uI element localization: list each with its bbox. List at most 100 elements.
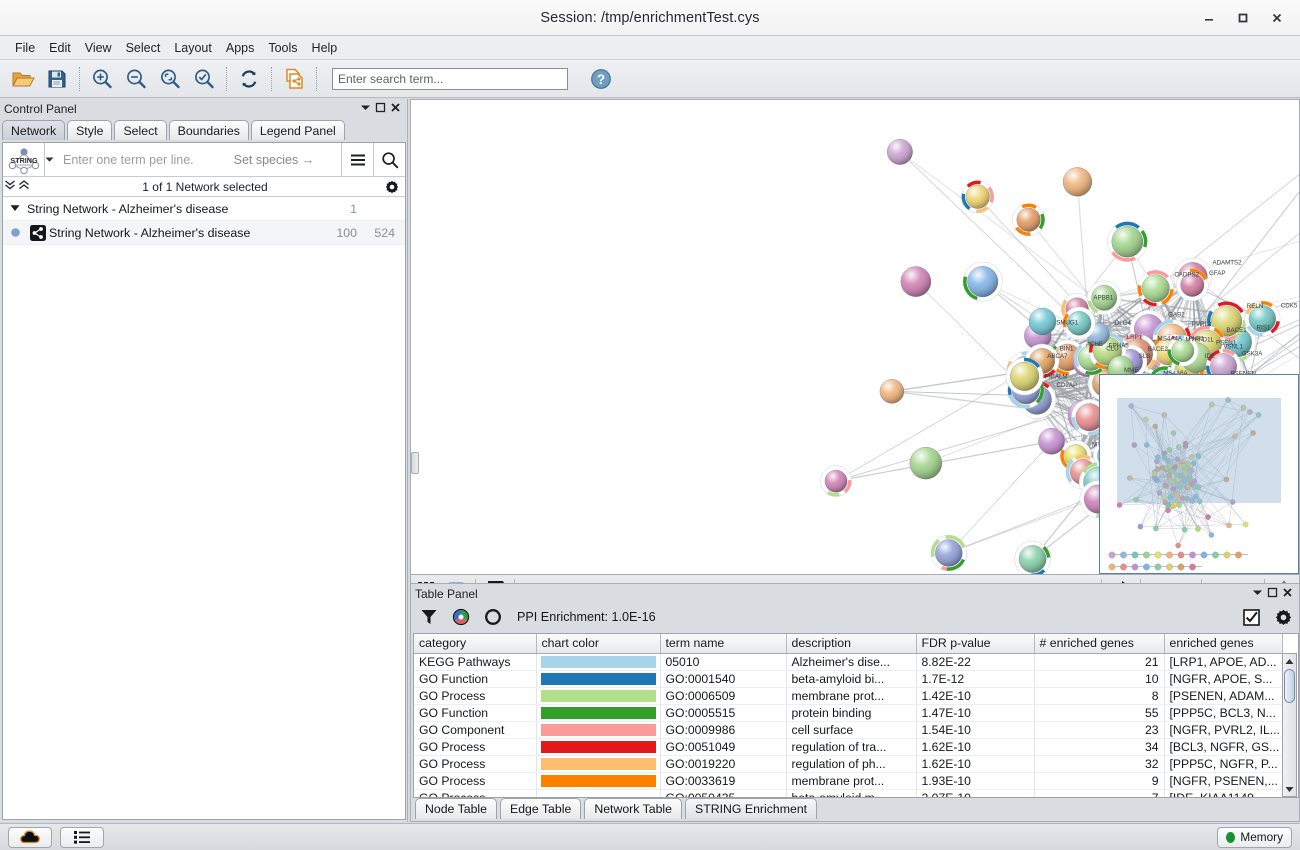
network-overview-panel[interactable] bbox=[1099, 374, 1299, 574]
network-node[interactable] bbox=[1176, 268, 1209, 302]
menu-select[interactable]: Select bbox=[125, 40, 161, 55]
network-node[interactable] bbox=[930, 534, 967, 572]
table-row[interactable]: GO Process GO:0006509 membrane prot... 1.42… bbox=[414, 687, 1283, 705]
table-row[interactable]: GO Process GO:0033619 membrane prot... 1.93… bbox=[414, 772, 1283, 790]
tab-string-enrichment[interactable]: STRING Enrichment bbox=[685, 798, 818, 819]
network-node[interactable] bbox=[900, 266, 932, 297]
string-species-caret-icon[interactable] bbox=[45, 143, 57, 176]
network-view[interactable]: MT-ND2MT-ND1VSNL1GAB2RIS1IL1BADAMTS2SMUG… bbox=[410, 99, 1300, 575]
search-input[interactable]: Enter search term... bbox=[332, 67, 568, 90]
tab-network[interactable]: Network bbox=[2, 120, 66, 140]
scrollbar-thumb[interactable] bbox=[1284, 669, 1295, 703]
network-node[interactable] bbox=[1014, 540, 1051, 575]
table-panel-float-icon[interactable] bbox=[1265, 587, 1280, 601]
scroll-up-arrow-icon[interactable] bbox=[1283, 654, 1296, 668]
checkbox-checked-icon[interactable] bbox=[1239, 605, 1263, 629]
network-node[interactable] bbox=[1062, 306, 1096, 340]
zoom-out-icon[interactable] bbox=[119, 63, 153, 95]
network-node[interactable] bbox=[962, 261, 1003, 302]
table-panel-dropdown-icon[interactable] bbox=[1250, 588, 1265, 600]
menu-view[interactable]: View bbox=[84, 40, 112, 55]
menu-edit[interactable]: Edit bbox=[49, 40, 71, 55]
column-header-enriched-genes[interactable]: enriched genes bbox=[1164, 634, 1283, 654]
network-node[interactable] bbox=[1071, 398, 1108, 436]
network-node[interactable] bbox=[1137, 269, 1175, 307]
menu-apps[interactable]: Apps bbox=[225, 40, 255, 55]
column-header-description[interactable]: description bbox=[786, 634, 917, 654]
menu-layout[interactable]: Layout bbox=[174, 40, 212, 55]
table-row[interactable]: KEGG Pathways 05010 Alzheimer's dise... 8.8… bbox=[414, 653, 1283, 671]
zoom-selected-icon[interactable] bbox=[187, 63, 221, 95]
minimize-button[interactable] bbox=[1192, 3, 1226, 33]
tab-network-table[interactable]: Network Table bbox=[584, 798, 683, 819]
open-session-icon[interactable] bbox=[6, 63, 40, 95]
network-node[interactable] bbox=[1167, 335, 1199, 367]
network-node[interactable] bbox=[1244, 300, 1281, 337]
menu-tools[interactable]: Tools bbox=[268, 40, 298, 55]
save-session-icon[interactable] bbox=[40, 63, 74, 95]
zoom-fit-icon[interactable] bbox=[153, 63, 187, 95]
scroll-down-arrow-icon[interactable] bbox=[1283, 782, 1296, 796]
tree-expand-icon[interactable] bbox=[3, 204, 27, 214]
network-node[interactable] bbox=[886, 138, 913, 165]
overview-viewport-rect[interactable] bbox=[1117, 398, 1281, 503]
column-header-term-name[interactable]: term name bbox=[660, 634, 787, 654]
control-panel-dropdown-icon[interactable] bbox=[358, 103, 373, 115]
column-header-fdr-pvalue[interactable]: FDR p-value bbox=[916, 634, 1035, 654]
gear-icon[interactable] bbox=[1271, 605, 1295, 629]
network-node[interactable] bbox=[909, 446, 943, 480]
network-tree-root[interactable]: String Network - Alzheimer's disease 1 bbox=[3, 197, 405, 221]
column-header-category[interactable]: category bbox=[414, 634, 537, 654]
tab-style[interactable]: Style bbox=[67, 120, 113, 140]
table-row[interactable]: GO Component GO:0009986 cell surface 1.54E-… bbox=[414, 721, 1283, 739]
network-node[interactable] bbox=[1012, 203, 1045, 237]
column-header-enriched-count[interactable]: # enriched genes bbox=[1034, 634, 1165, 654]
maximize-button[interactable] bbox=[1226, 3, 1260, 33]
network-node[interactable] bbox=[1062, 167, 1093, 197]
enrichment-table-container[interactable]: category chart color term name descripti… bbox=[413, 633, 1299, 798]
tab-select[interactable]: Select bbox=[114, 120, 167, 140]
network-tree-item[interactable]: String Network - Alzheimer's disease 100… bbox=[3, 221, 405, 245]
expand-all-icon[interactable] bbox=[17, 180, 31, 193]
pie-chart-icon[interactable] bbox=[449, 605, 473, 629]
hamburger-icon[interactable] bbox=[341, 143, 373, 176]
column-header-chart-color[interactable]: chart color bbox=[536, 634, 661, 654]
donut-chart-icon[interactable] bbox=[481, 605, 505, 629]
network-node[interactable] bbox=[1028, 307, 1057, 336]
network-node[interactable] bbox=[1038, 427, 1065, 455]
network-node[interactable] bbox=[1107, 221, 1148, 262]
tab-legend-panel[interactable]: Legend Panel bbox=[250, 120, 345, 140]
split-pane-divider[interactable] bbox=[411, 452, 419, 474]
help-icon[interactable]: ? bbox=[584, 63, 618, 95]
network-node[interactable] bbox=[820, 465, 852, 497]
menu-help[interactable]: Help bbox=[311, 40, 338, 55]
menu-file[interactable]: File bbox=[15, 40, 36, 55]
tab-edge-table[interactable]: Edge Table bbox=[500, 798, 582, 819]
cloud-icon[interactable] bbox=[8, 826, 52, 848]
filter-funnel-icon[interactable] bbox=[417, 605, 441, 629]
network-node[interactable] bbox=[1087, 280, 1122, 316]
table-row[interactable]: GO Process GO:0019220 regulation of ph... 1… bbox=[414, 755, 1283, 773]
zoom-in-icon[interactable] bbox=[85, 63, 119, 95]
enrichment-table-scrollbar[interactable] bbox=[1282, 653, 1297, 797]
memory-status-button[interactable]: Memory bbox=[1217, 826, 1292, 848]
task-list-icon[interactable] bbox=[60, 826, 104, 848]
network-node[interactable] bbox=[1005, 357, 1044, 396]
gear-icon[interactable] bbox=[379, 180, 405, 194]
control-panel-float-icon[interactable] bbox=[373, 102, 388, 116]
collapse-all-icon[interactable] bbox=[3, 180, 17, 193]
tab-boundaries[interactable]: Boundaries bbox=[168, 120, 249, 140]
string-query-input[interactable]: Enter one term per line. Set species → bbox=[57, 143, 341, 176]
search-icon[interactable] bbox=[373, 143, 405, 176]
network-node[interactable] bbox=[961, 180, 995, 214]
close-button[interactable] bbox=[1260, 3, 1294, 33]
control-panel-close-icon[interactable] bbox=[388, 102, 403, 116]
table-panel-close-icon[interactable] bbox=[1280, 587, 1295, 601]
refresh-icon[interactable] bbox=[232, 63, 266, 95]
tab-node-table[interactable]: Node Table bbox=[415, 798, 497, 819]
network-node[interactable] bbox=[879, 379, 905, 404]
table-row[interactable]: GO Function GO:0001540 beta-amyloid bi... 1… bbox=[414, 670, 1283, 688]
table-row[interactable]: GO Process GO:0051049 regulation of tra...… bbox=[414, 738, 1283, 756]
table-row[interactable]: GO Function GO:0005515 protein binding 1.47… bbox=[414, 704, 1283, 722]
table-row[interactable]: GO Process GO:0050435 beta-amyloid m... 2.0… bbox=[414, 789, 1283, 797]
